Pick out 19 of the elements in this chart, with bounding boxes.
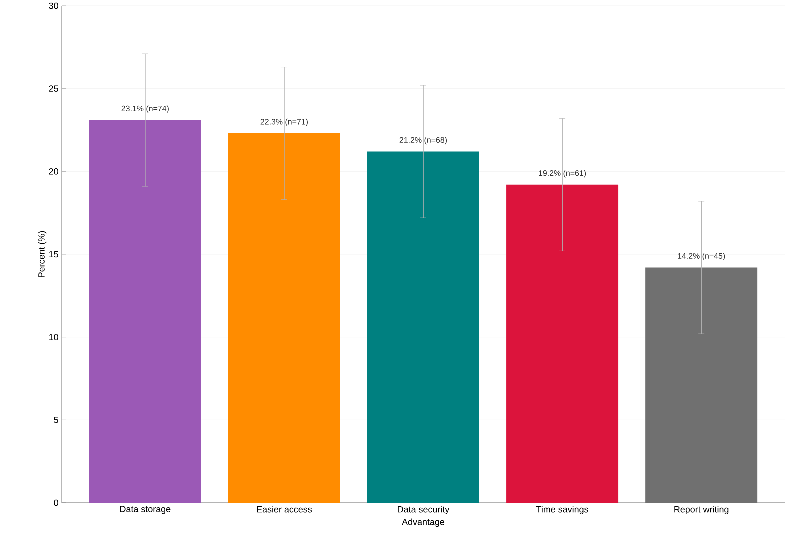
bar — [506, 184, 619, 503]
y-axis-title: Percent (%) — [38, 231, 47, 278]
bar — [89, 120, 202, 503]
y-tick-label: 30 — [49, 2, 58, 10]
y-tick-label: 25 — [49, 86, 58, 92]
x-tick-label: Report writing — [674, 506, 729, 515]
x-tick-label: Easier access — [257, 506, 312, 513]
bar — [368, 152, 480, 503]
y-tick-label: 15 — [50, 251, 58, 258]
x-tick-label: Data security — [398, 506, 450, 515]
bar — [228, 134, 340, 503]
y-tick-label: 20 — [49, 168, 58, 175]
y-tick-label: 10 — [50, 334, 58, 341]
y-tick-label: 5 — [54, 417, 58, 424]
x-axis-title: Advantage — [402, 518, 445, 528]
x-tick-label: Data storage — [120, 506, 171, 514]
x-tick-label: Time savings — [536, 506, 588, 515]
bar — [646, 268, 758, 503]
y-tick-label: 0 — [54, 500, 58, 506]
